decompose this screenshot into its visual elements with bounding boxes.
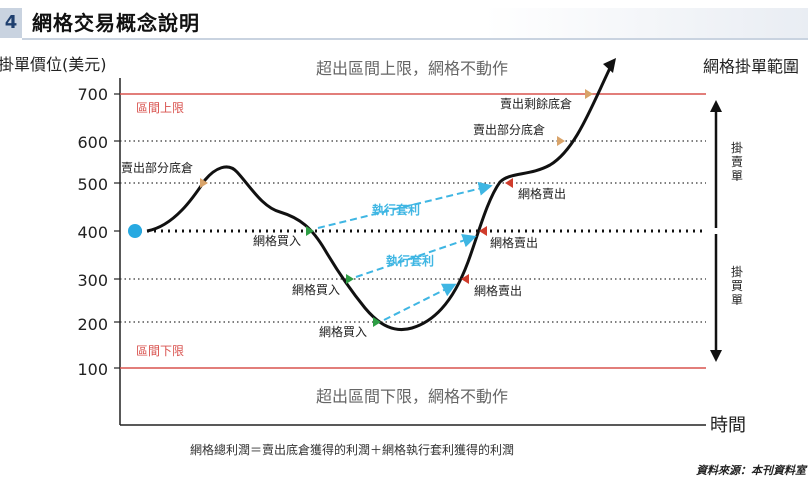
lower-out-of-range-note: 超出區間下限，網格不動作 xyxy=(316,387,508,406)
arbitrage-arrow-3 xyxy=(383,283,457,321)
base-sell-marker xyxy=(557,136,565,146)
y-tick-100: 100 xyxy=(77,360,108,379)
price-curve xyxy=(146,67,612,332)
upper-out-of-range-note: 超出區間上限，網格不動作 xyxy=(316,59,508,78)
y-axis-label: 掛單價位(美元) xyxy=(0,55,107,74)
grid-sell-label-2: 網格賣出 xyxy=(490,235,538,250)
y-tick-600: 600 xyxy=(77,133,108,152)
arbitrage-arrow-2 xyxy=(355,233,477,278)
price-curve-arrowhead xyxy=(603,58,616,73)
upper-bound-label: 區間上限 xyxy=(136,101,184,115)
base-sell-marker xyxy=(200,178,208,188)
header-bar: 4 網格交易概念說明 xyxy=(0,8,808,38)
buy-marker xyxy=(373,317,381,327)
lower-bound-label: 區間下限 xyxy=(136,344,184,358)
page-title: 網格交易概念說明 xyxy=(32,11,200,35)
y-tick-700: 700 xyxy=(77,85,108,104)
profit-formula: 網格總利潤＝賣出底倉獲得的利潤＋網格執行套利獲得的利潤 xyxy=(190,442,514,457)
sell-partial-base-left-label: 賣出部分底倉 xyxy=(121,160,193,175)
grid-sell-label-3: 網格賣出 xyxy=(474,283,522,298)
source-credit: 資料來源：本刊資料室 xyxy=(696,464,808,477)
y-tick-200: 200 xyxy=(77,315,108,334)
base-sell-marker xyxy=(585,89,593,99)
grid-buy-label-1: 網格買入 xyxy=(253,233,301,248)
sell-marker xyxy=(461,274,469,284)
sell-range-arrow-head xyxy=(710,100,722,112)
buy-side-label: 掛買單 xyxy=(731,264,743,307)
header-divider xyxy=(22,38,808,40)
buy-marker xyxy=(346,274,354,284)
sell-marker xyxy=(505,178,513,188)
x-axis-label: 時間 xyxy=(710,415,746,436)
y-tick-500: 500 xyxy=(77,175,108,194)
y-tick-400: 400 xyxy=(77,223,108,242)
arbitrage-label-2: 執行套利 xyxy=(386,253,434,268)
grid-buy-label-3: 網格買入 xyxy=(319,324,367,339)
grid-sell-label-1: 網格賣出 xyxy=(518,186,566,201)
sell-partial-base-right-label: 賣出部分底倉 xyxy=(473,122,545,137)
sell-remaining-base-label: 賣出剩餘底倉 xyxy=(500,96,572,111)
sell-marker xyxy=(479,226,487,236)
sell-side-label: 掛賣單 xyxy=(731,140,743,183)
figure-number: 4 xyxy=(0,8,22,38)
grid-buy-label-2: 網格買入 xyxy=(292,282,340,297)
buy-range-arrow-head xyxy=(710,350,722,362)
start-point-dot xyxy=(128,224,142,238)
buy-marker xyxy=(306,226,314,236)
arbitrage-arrow-1 xyxy=(317,181,493,229)
y-tick-300: 300 xyxy=(77,271,108,290)
arbitrage-label-1: 執行套利 xyxy=(372,202,420,217)
grid-range-label: 網格掛單範圍 xyxy=(703,57,799,76)
